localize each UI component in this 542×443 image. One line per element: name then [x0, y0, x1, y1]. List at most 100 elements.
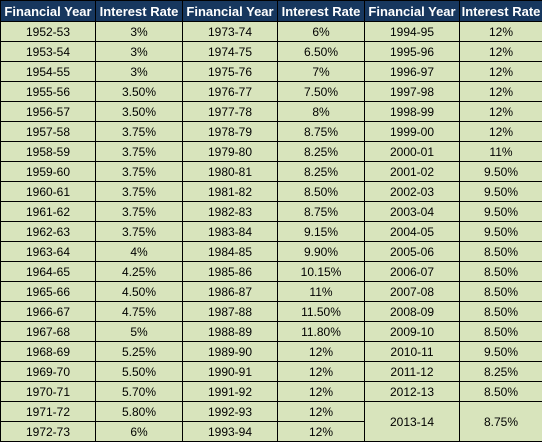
financial-year-cell: 2010-11: [364, 341, 460, 362]
financial-year-cell: 1988-89: [182, 321, 278, 342]
interest-rate-cell: 3.75%: [95, 121, 183, 142]
financial-year-cell: 1996-97: [364, 61, 460, 82]
interest-rate-cell: 8.50%: [459, 261, 542, 282]
interest-rate-cell: 12%: [277, 341, 365, 362]
interest-rate-cell: 8.50%: [459, 301, 542, 322]
interest-rate-cell: 6%: [277, 21, 365, 42]
table-row: 1954-55 3% 1975-76 7% 1996-97 12%: [0, 61, 542, 82]
financial-year-cell: 1955-56: [0, 81, 96, 102]
financial-year-cell: 1990-91: [182, 361, 278, 382]
financial-year-cell: 2003-04: [364, 201, 460, 222]
interest-rate-cell: 8.75%: [277, 121, 365, 142]
table-row: 1957-58 3.75% 1978-79 8.75% 1999-00 12%: [0, 121, 542, 142]
interest-rate-cell: 3%: [95, 41, 183, 62]
financial-year-header: Financial Year: [0, 0, 96, 22]
interest-rate-cell: 9.50%: [459, 181, 542, 202]
interest-rate-cell: 11.80%: [277, 321, 365, 342]
interest-rate-cell: 9.90%: [277, 241, 365, 262]
interest-rate-cell: 12%: [459, 61, 542, 82]
table-row: 1964-65 4.25% 1985-86 10.15% 2006-07 8.50%: [0, 261, 542, 282]
interest-rate-cell: 12%: [277, 421, 365, 442]
interest-rate-cell: 6.50%: [277, 41, 365, 62]
interest-rate-cell: 3.50%: [95, 101, 183, 122]
interest-rate-cell: 8.50%: [459, 381, 542, 402]
interest-rate-cell: 12%: [277, 381, 365, 402]
financial-year-cell: 1991-92: [182, 381, 278, 402]
financial-year-cell: 1967-68: [0, 321, 96, 342]
financial-year-cell: 1981-82: [182, 181, 278, 202]
table-row: 1967-68 5% 1988-89 11.80% 2009-10 8.50%: [0, 321, 542, 342]
table-row: 1959-60 3.75% 1980-81 8.25% 2001-02 9.50%: [0, 161, 542, 182]
interest-rate-cell: 8.50%: [459, 281, 542, 302]
table-row: 1955-56 3.50% 1976-77 7.50% 1997-98 12%: [0, 81, 542, 102]
financial-year-header: Financial Year: [364, 0, 460, 22]
interest-rate-cell: 12%: [459, 81, 542, 102]
financial-year-cell: 1984-85: [182, 241, 278, 262]
interest-rate-cell: 6%: [95, 421, 183, 442]
financial-year-cell: 1973-74: [182, 21, 278, 42]
interest-rate-cell: 3%: [95, 21, 183, 42]
financial-year-cell: 1974-75: [182, 41, 278, 62]
interest-rate-header: Interest Rate: [95, 0, 183, 22]
table-row: 1962-63 3.75% 1983-84 9.15% 2004-05 9.50%: [0, 221, 542, 242]
financial-year-cell: 1999-00: [364, 121, 460, 142]
financial-year-cell: 2000-01: [364, 141, 460, 162]
financial-year-cell: 1956-57: [0, 101, 96, 122]
interest-rate-cell: 8%: [277, 101, 365, 122]
financial-year-cell: 1959-60: [0, 161, 96, 182]
interest-rate-cell: 3.50%: [95, 81, 183, 102]
interest-rate-cell: 8.75%: [277, 201, 365, 222]
interest-rate-cell: 3.75%: [95, 181, 183, 202]
financial-year-cell: 1953-54: [0, 41, 96, 62]
interest-rate-cell: 8.25%: [459, 361, 542, 382]
financial-year-cell: 1968-69: [0, 341, 96, 362]
financial-year-cell: 2006-07: [364, 261, 460, 282]
financial-year-cell: 2012-13: [364, 381, 460, 402]
interest-rate-cell: 4.75%: [95, 301, 183, 322]
financial-year-cell: 1957-58: [0, 121, 96, 142]
table-row: 1952-53 3% 1973-74 6% 1994-95 12%: [0, 21, 542, 42]
financial-year-cell: 1994-95: [364, 21, 460, 42]
interest-rate-cell: 9.50%: [459, 341, 542, 362]
table-row: 1953-54 3% 1974-75 6.50% 1995-96 12%: [0, 41, 542, 62]
interest-rate-cell: 8.50%: [277, 181, 365, 202]
financial-year-cell: 2002-03: [364, 181, 460, 202]
financial-year-cell: 2001-02: [364, 161, 460, 182]
interest-rate-cell: 8.25%: [277, 141, 365, 162]
financial-year-cell: 2009-10: [364, 321, 460, 342]
table-row: 1963-64 4% 1984-85 9.90% 2005-06 8.50%: [0, 241, 542, 262]
interest-rate-cell: 8.25%: [277, 161, 365, 182]
interest-rate-cell: 9.15%: [277, 221, 365, 242]
interest-rate-cell: 3%: [95, 61, 183, 82]
financial-year-cell: 1987-88: [182, 301, 278, 322]
table-row: 1961-62 3.75% 1982-83 8.75% 2003-04 9.50%: [0, 201, 542, 222]
interest-rate-cell: 5%: [95, 321, 183, 342]
table-row: 1960-61 3.75% 1981-82 8.50% 2002-03 9.50%: [0, 181, 542, 202]
interest-rate-cell: 3.75%: [95, 201, 183, 222]
financial-year-cell: 1958-59: [0, 141, 96, 162]
interest-rate-cell: 8.50%: [459, 241, 542, 262]
interest-rate-cell: 9.50%: [459, 221, 542, 242]
financial-year-cell: 1975-76: [182, 61, 278, 82]
financial-year-cell: 1977-78: [182, 101, 278, 122]
financial-year-cell: 2007-08: [364, 281, 460, 302]
table-row: 1969-70 5.50% 1990-91 12% 2011-12 8.25%: [0, 361, 542, 382]
interest-rate-cell: 11.50%: [277, 301, 365, 322]
interest-rate-cell: 4.50%: [95, 281, 183, 302]
financial-year-cell: 1971-72: [0, 401, 96, 422]
financial-year-cell: 1952-53: [0, 21, 96, 42]
financial-year-cell: 1964-65: [0, 261, 96, 282]
interest-rate-cell: 10.15%: [277, 261, 365, 282]
table-row: 1956-57 3.50% 1977-78 8% 1998-99 12%: [0, 101, 542, 122]
financial-year-cell: 1966-67: [0, 301, 96, 322]
interest-rate-header: Interest Rate: [277, 0, 365, 22]
financial-year-cell: 2008-09: [364, 301, 460, 322]
financial-year-cell: 1985-86: [182, 261, 278, 282]
interest-rate-cell: 11%: [277, 281, 365, 302]
table-row: 1972-73 6% 1993-94 12%: [0, 421, 542, 442]
financial-year-cell: 1963-64: [0, 241, 96, 262]
interest-rate-cell: 7%: [277, 61, 365, 82]
financial-year-cell: 1978-79: [182, 121, 278, 142]
interest-rate-cell: 3.75%: [95, 161, 183, 182]
financial-year-cell: 1992-93: [182, 401, 278, 422]
